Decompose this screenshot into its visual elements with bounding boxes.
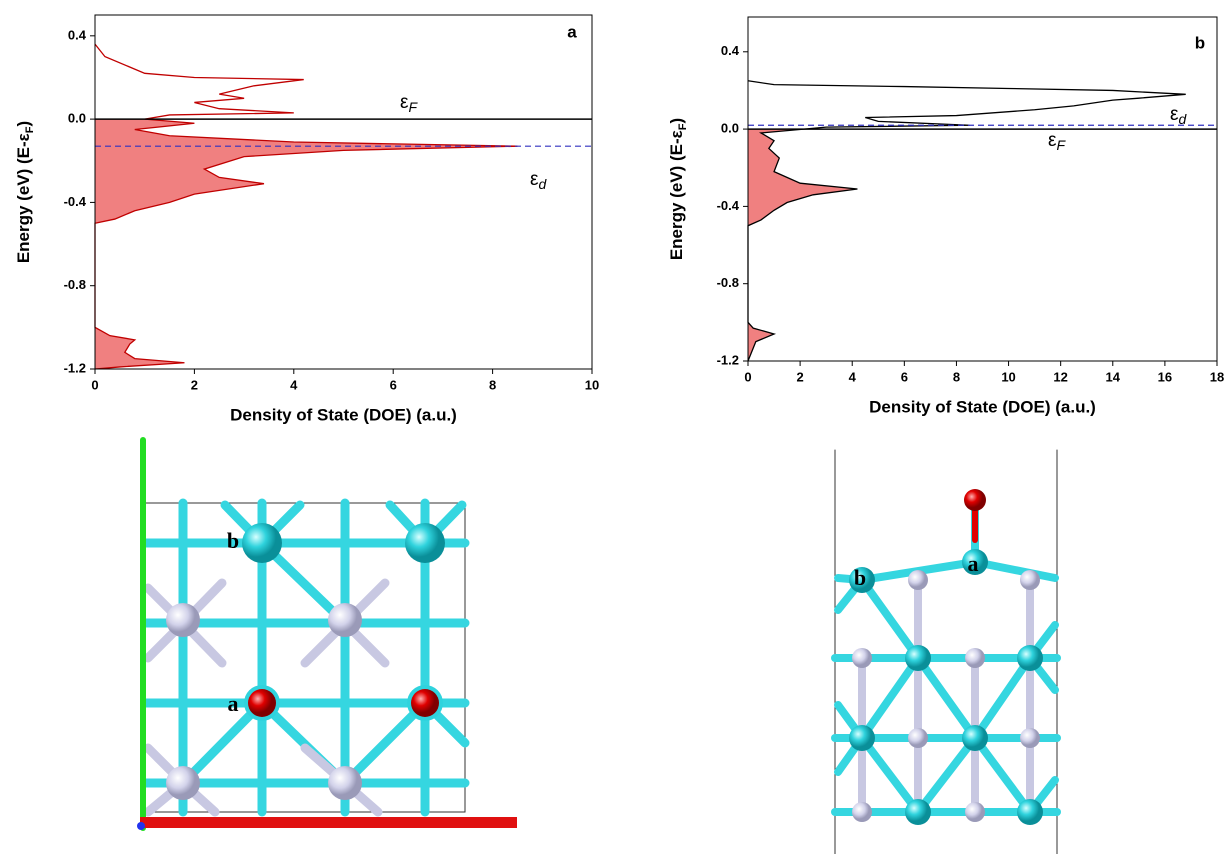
atom-label: b xyxy=(854,565,866,590)
x-tick-label: 8 xyxy=(489,377,496,392)
chart-panel: 0 2 4 6 8 10 12 14 16 18 -1.2 -0.8 -0.4 0.0 0.4 Density… xyxy=(667,16,1224,416)
annotation-main: ε xyxy=(1170,104,1179,125)
annotation-sub: F xyxy=(408,99,418,115)
x-tick-label: 14 xyxy=(1106,369,1121,384)
chart-panel: 0 2 4 6 8 10 -1.2 -0.8 -0.4 0.0 0.4 Density of Stat… xyxy=(14,14,599,424)
annotation-main: ε xyxy=(530,169,539,190)
y-axis-label-end: ) xyxy=(14,121,33,127)
plot-frame xyxy=(94,14,593,370)
y-tick-label: 0.4 xyxy=(721,43,740,58)
x-tick-label: 0 xyxy=(91,377,98,392)
x-tick-label: 4 xyxy=(849,369,857,384)
y-tick-label: 0.4 xyxy=(68,27,87,42)
y-tick-label: -0.4 xyxy=(64,194,87,209)
y-axis-label: Energy (eV) (E-εF) xyxy=(667,118,688,260)
y-tick-label: -0.8 xyxy=(64,277,86,292)
x-tick-label: 6 xyxy=(901,369,908,384)
annotation: εd xyxy=(1170,104,1187,127)
x-tick-label: 2 xyxy=(796,369,803,384)
dos-area xyxy=(748,129,858,361)
y-axis-label: Energy (eV) (E-εF) xyxy=(14,121,35,263)
annotation-sub: F xyxy=(1056,137,1066,153)
atom-label: a xyxy=(968,551,979,576)
x-tick-label: 8 xyxy=(953,369,960,384)
x-tick-label: 10 xyxy=(585,377,599,392)
top-view-structure: b a xyxy=(137,437,517,831)
annotation-sub: d xyxy=(538,176,547,192)
dos-line xyxy=(747,80,1186,362)
x-tick-label: 12 xyxy=(1053,369,1067,384)
dos-area xyxy=(95,119,518,369)
y-tick-label: -0.8 xyxy=(717,275,739,290)
atom-label: b xyxy=(227,528,239,553)
y-axis-label-main: Energy (eV) (E-ε xyxy=(667,130,686,260)
annotation: εd xyxy=(530,169,547,192)
annotation: εF xyxy=(400,92,418,115)
atom-label: a xyxy=(228,691,239,716)
y-tick-label: 0.0 xyxy=(68,111,86,126)
side-view-structure: b a xyxy=(831,449,1061,854)
y-axis-label-end: ) xyxy=(667,118,686,124)
annotation-sub: d xyxy=(1178,111,1187,127)
x-tick-label: 10 xyxy=(1001,369,1015,384)
annotation-main: ε xyxy=(1048,130,1057,151)
x-tick-label: 6 xyxy=(390,377,397,392)
x-tick-label: 2 xyxy=(191,377,198,392)
x-axis-label: Density of State (DOE) (a.u.) xyxy=(869,397,1096,416)
x-tick-label: 16 xyxy=(1158,369,1172,384)
x-tick-label: 18 xyxy=(1210,369,1224,384)
y-axis-label-main: Energy (eV) (E-ε xyxy=(14,133,33,263)
y-tick-label: -1.2 xyxy=(717,352,739,367)
y-axis-label-sub: F xyxy=(24,126,36,133)
y-tick-label: -1.2 xyxy=(64,360,86,375)
annotation: εF xyxy=(1048,130,1066,153)
x-axis-label: Density of State (DOE) (a.u.) xyxy=(230,405,457,424)
panel-label: b xyxy=(1195,33,1205,52)
dos-line xyxy=(94,43,518,370)
x-tick-label: 4 xyxy=(290,377,298,392)
annotation-main: ε xyxy=(400,92,409,113)
x-tick-label: 0 xyxy=(744,369,751,384)
plot-frame xyxy=(747,16,1218,362)
y-tick-label: -0.4 xyxy=(717,198,740,213)
y-axis-label-sub: F xyxy=(677,123,689,130)
y-tick-label: 0.0 xyxy=(721,121,739,136)
panel-label: a xyxy=(567,22,577,41)
